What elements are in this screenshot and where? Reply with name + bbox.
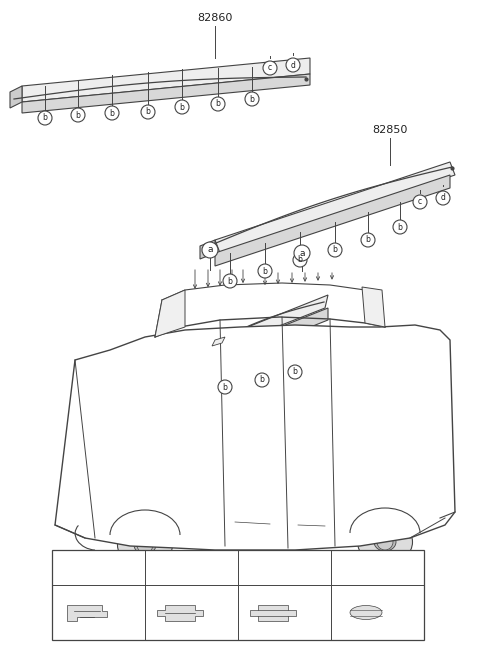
Circle shape (361, 233, 375, 247)
Circle shape (294, 245, 310, 261)
Ellipse shape (118, 523, 172, 567)
Polygon shape (250, 605, 296, 620)
Circle shape (150, 560, 164, 574)
Ellipse shape (358, 519, 412, 565)
Ellipse shape (374, 533, 396, 551)
Text: c: c (418, 198, 422, 206)
Text: 87229B: 87229B (353, 567, 387, 576)
Circle shape (286, 58, 300, 72)
Text: 86593B: 86593B (260, 563, 294, 572)
Circle shape (263, 61, 277, 75)
Text: b: b (223, 383, 228, 392)
Circle shape (57, 560, 71, 574)
Text: b: b (154, 563, 160, 572)
Polygon shape (362, 287, 385, 327)
Text: b: b (250, 94, 254, 103)
Polygon shape (157, 605, 203, 620)
Text: b: b (260, 375, 264, 384)
Circle shape (202, 242, 218, 258)
Circle shape (377, 534, 393, 550)
Polygon shape (215, 308, 328, 365)
Circle shape (243, 560, 257, 574)
Circle shape (258, 264, 272, 278)
Polygon shape (215, 162, 455, 253)
Text: c: c (268, 64, 272, 73)
Circle shape (211, 97, 225, 111)
Text: 86725B: 86725B (74, 557, 108, 567)
Polygon shape (200, 340, 215, 360)
Text: 86725C: 86725C (74, 567, 108, 576)
Polygon shape (212, 337, 225, 346)
Text: d: d (441, 193, 445, 202)
Text: b: b (75, 111, 81, 119)
Circle shape (141, 105, 155, 119)
Circle shape (175, 100, 189, 114)
Polygon shape (155, 290, 185, 337)
Text: 82860: 82860 (197, 13, 233, 23)
Polygon shape (55, 325, 455, 550)
Ellipse shape (350, 605, 382, 620)
Text: b: b (180, 102, 184, 111)
Circle shape (255, 373, 269, 387)
Circle shape (393, 220, 407, 234)
Polygon shape (10, 86, 22, 108)
Text: b: b (298, 255, 302, 265)
Text: b: b (263, 267, 267, 276)
Text: d: d (290, 60, 295, 69)
Text: b: b (293, 367, 298, 377)
Circle shape (71, 108, 85, 122)
Circle shape (38, 111, 52, 125)
Text: 86593A: 86593A (167, 563, 201, 572)
Text: c: c (248, 563, 252, 572)
Text: a: a (299, 248, 305, 257)
Polygon shape (215, 175, 450, 266)
Text: a: a (207, 246, 213, 255)
Polygon shape (200, 240, 215, 259)
Polygon shape (22, 58, 310, 102)
Text: b: b (228, 276, 232, 286)
Circle shape (436, 191, 450, 205)
Text: d: d (340, 563, 346, 572)
Text: b: b (397, 223, 402, 231)
FancyBboxPatch shape (52, 550, 424, 640)
Text: b: b (145, 107, 150, 117)
Text: b: b (366, 236, 371, 244)
Text: b: b (109, 109, 114, 117)
Polygon shape (67, 605, 107, 620)
Circle shape (328, 243, 342, 257)
Text: 87219B: 87219B (353, 557, 387, 567)
Circle shape (105, 106, 119, 120)
Circle shape (218, 380, 232, 394)
Polygon shape (210, 295, 328, 353)
Circle shape (137, 537, 153, 553)
Text: b: b (43, 113, 48, 122)
Text: a: a (61, 563, 67, 572)
Text: b: b (333, 246, 337, 255)
Circle shape (245, 92, 259, 106)
Ellipse shape (134, 536, 156, 554)
Circle shape (293, 253, 307, 267)
Circle shape (223, 274, 237, 288)
Text: 82850: 82850 (372, 125, 408, 135)
Circle shape (336, 560, 350, 574)
Circle shape (288, 365, 302, 379)
Text: b: b (216, 100, 220, 109)
Circle shape (413, 195, 427, 209)
Polygon shape (22, 74, 310, 113)
